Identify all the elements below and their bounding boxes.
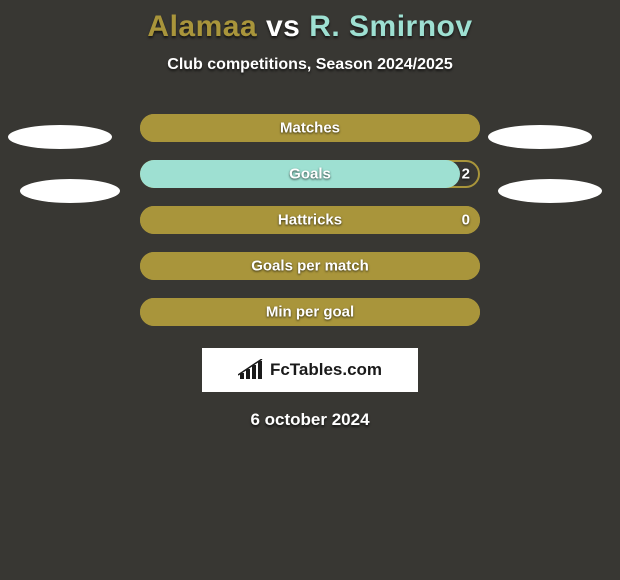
- bar-label: Goals per match: [251, 258, 369, 275]
- bar-label: Goals: [289, 166, 331, 183]
- side-ellipse: [20, 179, 120, 203]
- bar-value: 2: [462, 166, 470, 183]
- side-ellipse: [498, 179, 602, 203]
- bar-row: Min per goal: [140, 298, 480, 326]
- bar-row: Goals 2: [140, 160, 480, 188]
- side-ellipse: [8, 125, 112, 149]
- bar-chart-icon: [238, 359, 264, 381]
- bar-label: Min per goal: [266, 304, 354, 321]
- vs-text: vs: [266, 10, 300, 43]
- logo-text: FcTables.com: [270, 360, 382, 380]
- bar-label: Hattricks: [278, 212, 342, 229]
- bar-label: Matches: [280, 120, 340, 137]
- logo-box: FcTables.com: [202, 348, 418, 392]
- side-ellipse: [488, 125, 592, 149]
- subtitle: Club competitions, Season 2024/2025: [0, 56, 620, 74]
- player2-name: R. Smirnov: [309, 10, 472, 43]
- bar-row: Hattricks 0: [140, 206, 480, 234]
- page-title: Alamaa vs R. Smirnov: [0, 0, 620, 44]
- player1-name: Alamaa: [147, 10, 257, 43]
- bar-value: 0: [462, 212, 470, 229]
- date-text: 6 october 2024: [0, 410, 620, 430]
- bar-row: Goals per match: [140, 252, 480, 280]
- bar-row: Matches: [140, 114, 480, 142]
